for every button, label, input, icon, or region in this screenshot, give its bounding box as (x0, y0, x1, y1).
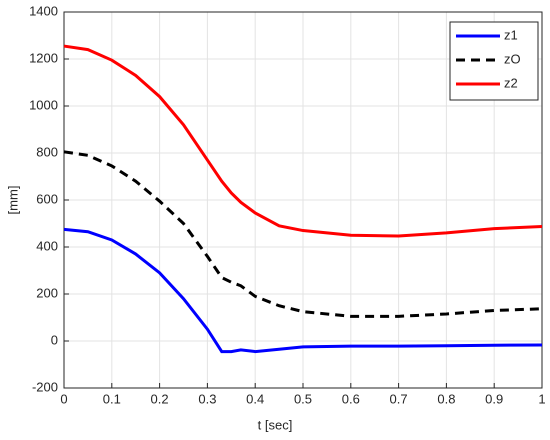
series-line (63, 227, 543, 354)
x-tick-label: 0.5 (294, 391, 312, 406)
plot-frame (63, 11, 543, 389)
x-tick-label: 0.7 (390, 391, 408, 406)
legend-label: z1 (504, 27, 518, 42)
y-tick-label: 1400 (29, 3, 58, 18)
legend-label: zO (504, 51, 521, 66)
y-tick-label: -200 (32, 379, 58, 394)
y-tick-label: 800 (36, 144, 58, 159)
y-tick-label: 600 (36, 191, 58, 206)
y-tick-label: 400 (36, 238, 58, 253)
x-axis-label: t [sec] (258, 417, 293, 432)
x-tick-label: 1 (538, 391, 545, 406)
y-tick-label: 1000 (29, 97, 58, 112)
x-tick-label: 0.9 (485, 391, 503, 406)
y-tick-label: 200 (36, 285, 58, 300)
x-tick-label: 0.8 (437, 391, 455, 406)
legend-label: z2 (504, 75, 518, 90)
y-tick-label: 0 (51, 332, 58, 347)
x-tick-label: 0 (60, 391, 67, 406)
x-tick-label: 0.4 (246, 391, 264, 406)
series-line (63, 44, 543, 238)
x-tick-label: 0.6 (342, 391, 360, 406)
x-tick-label: 0.1 (103, 391, 121, 406)
y-axis-label: [mm] (5, 186, 20, 215)
x-tick-label: 0.3 (198, 391, 216, 406)
x-tick-label: 0.2 (151, 391, 169, 406)
y-tick-label: 1200 (29, 50, 58, 65)
